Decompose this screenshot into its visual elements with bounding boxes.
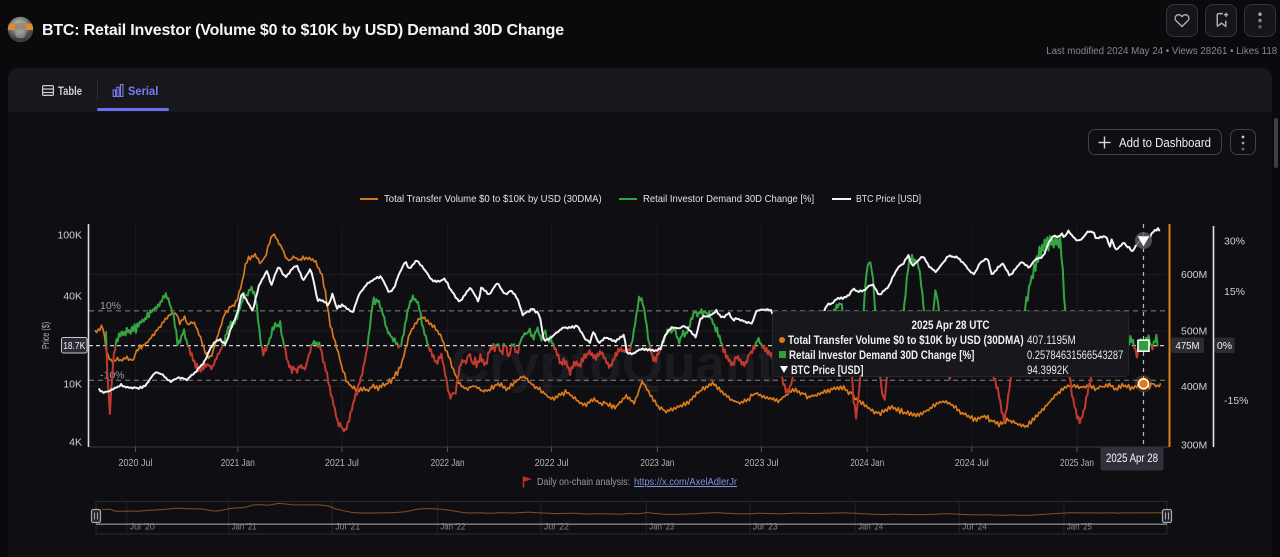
svg-text:Jul ′24: Jul ′24 — [962, 522, 987, 532]
svg-text:18.7K: 18.7K — [63, 340, 85, 352]
svg-text:Jan ′21: Jan ′21 — [232, 522, 257, 532]
svg-text:Jan ′24: Jan ′24 — [858, 522, 883, 532]
svg-text:15%: 15% — [1224, 286, 1245, 298]
svg-text:2023 Jul: 2023 Jul — [744, 457, 778, 469]
svg-text:2022 Jan: 2022 Jan — [431, 457, 465, 469]
svg-text:2020 Jul: 2020 Jul — [119, 457, 153, 469]
svg-text:2025 Apr 28: 2025 Apr 28 — [1106, 453, 1158, 465]
svg-text:10%: 10% — [100, 300, 121, 312]
svg-text:475M: 475M — [1176, 340, 1200, 352]
svg-text:2024 Jul: 2024 Jul — [955, 457, 989, 469]
svg-text:Jul ′22: Jul ′22 — [544, 522, 569, 532]
svg-text:100K: 100K — [57, 230, 82, 242]
svg-text:600M: 600M — [1181, 269, 1207, 281]
svg-text:Jul ′21: Jul ′21 — [335, 522, 360, 532]
svg-text:2021 Jan: 2021 Jan — [221, 457, 255, 469]
svg-text:10K: 10K — [63, 379, 82, 391]
svg-text:4K: 4K — [69, 437, 82, 449]
svg-text:2024 Jan: 2024 Jan — [850, 457, 884, 469]
svg-text:Jul ′23: Jul ′23 — [753, 522, 778, 532]
svg-text:Jul ′20: Jul ′20 — [130, 522, 155, 532]
svg-text:40K: 40K — [63, 291, 82, 303]
svg-text:Jan ′23: Jan ′23 — [649, 522, 674, 532]
svg-text:Jan ′22: Jan ′22 — [440, 522, 465, 532]
svg-text:2021 Jul: 2021 Jul — [325, 457, 359, 469]
svg-text:2025 Jan: 2025 Jan — [1060, 457, 1094, 469]
svg-text:400M: 400M — [1181, 381, 1207, 393]
svg-text:500M: 500M — [1181, 326, 1207, 338]
svg-text:Jan ′25: Jan ′25 — [1067, 522, 1092, 532]
svg-text:2022 Jul: 2022 Jul — [535, 457, 569, 469]
svg-text:-15%: -15% — [1224, 395, 1249, 407]
svg-text:300M: 300M — [1181, 440, 1207, 452]
svg-text:https://x.com/AxelAdlerJr: https://x.com/AxelAdlerJr — [634, 476, 737, 488]
svg-text:30%: 30% — [1224, 236, 1245, 248]
svg-text:Daily on-chain analysis:: Daily on-chain analysis: — [537, 476, 630, 488]
svg-text:0%: 0% — [1217, 340, 1232, 352]
svg-text:2023 Jan: 2023 Jan — [640, 457, 674, 469]
